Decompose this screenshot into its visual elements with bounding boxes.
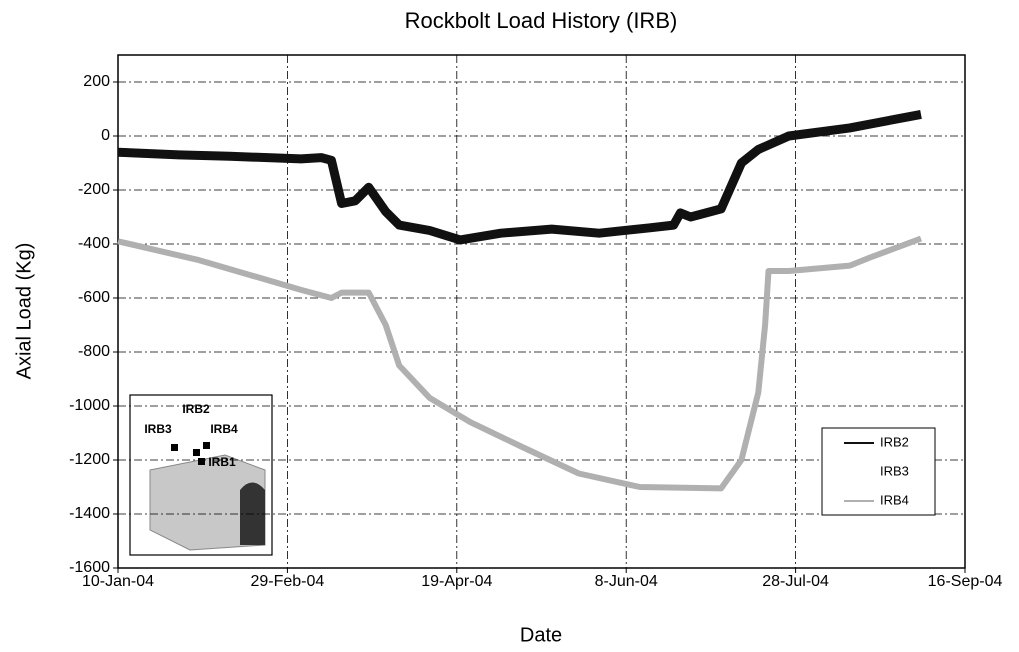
y-tick-label: -200 <box>78 181 110 198</box>
x-tick-label: 19-Apr-04 <box>421 573 492 590</box>
x-tick-label: 29-Feb-04 <box>250 573 324 590</box>
inset-label: IRB2 <box>182 402 210 416</box>
inset: IRB3 IRB2 IRB4 IRB1 <box>129 394 273 556</box>
x-tick-label: 8-Jun-04 <box>595 573 658 590</box>
x-tick-label: 10-Jan-04 <box>82 573 154 590</box>
legend-label: IRB4 <box>880 492 909 507</box>
inset-label: IRB4 <box>210 422 238 436</box>
legend-label: IRB3 <box>880 463 909 478</box>
inset-bolt <box>171 444 178 451</box>
y-tick-label: -800 <box>78 343 110 360</box>
x-tick-label: 28-Jul-04 <box>762 573 829 590</box>
y-tick-label: -400 <box>78 235 110 252</box>
inset-label: IRB3 <box>144 422 172 436</box>
x-axis-label: Date <box>520 624 562 646</box>
inset-bolt <box>198 458 205 465</box>
y-axis-label: Axial Load (Kg) <box>13 243 35 380</box>
series-line <box>117 109 922 245</box>
y-tick-label: 0 <box>101 127 110 144</box>
y-tick-label: -1000 <box>69 397 110 414</box>
y-tick-label: -600 <box>78 289 110 306</box>
series-line <box>117 235 923 492</box>
inset-label: IRB1 <box>208 455 236 469</box>
y-tick-label: -1600 <box>69 559 110 576</box>
inset-bolt <box>203 442 210 449</box>
inset-bolt <box>193 449 200 456</box>
chart-title: Rockbolt Load History (IRB) <box>405 8 678 33</box>
y-tick-label: 200 <box>83 73 110 90</box>
legend-label: IRB2 <box>880 434 909 449</box>
y-tick-label: -1200 <box>69 451 110 468</box>
legend-frame <box>821 427 936 516</box>
x-tick-label: 16-Sep-04 <box>928 573 1003 590</box>
y-tick-label: -1400 <box>69 505 110 522</box>
